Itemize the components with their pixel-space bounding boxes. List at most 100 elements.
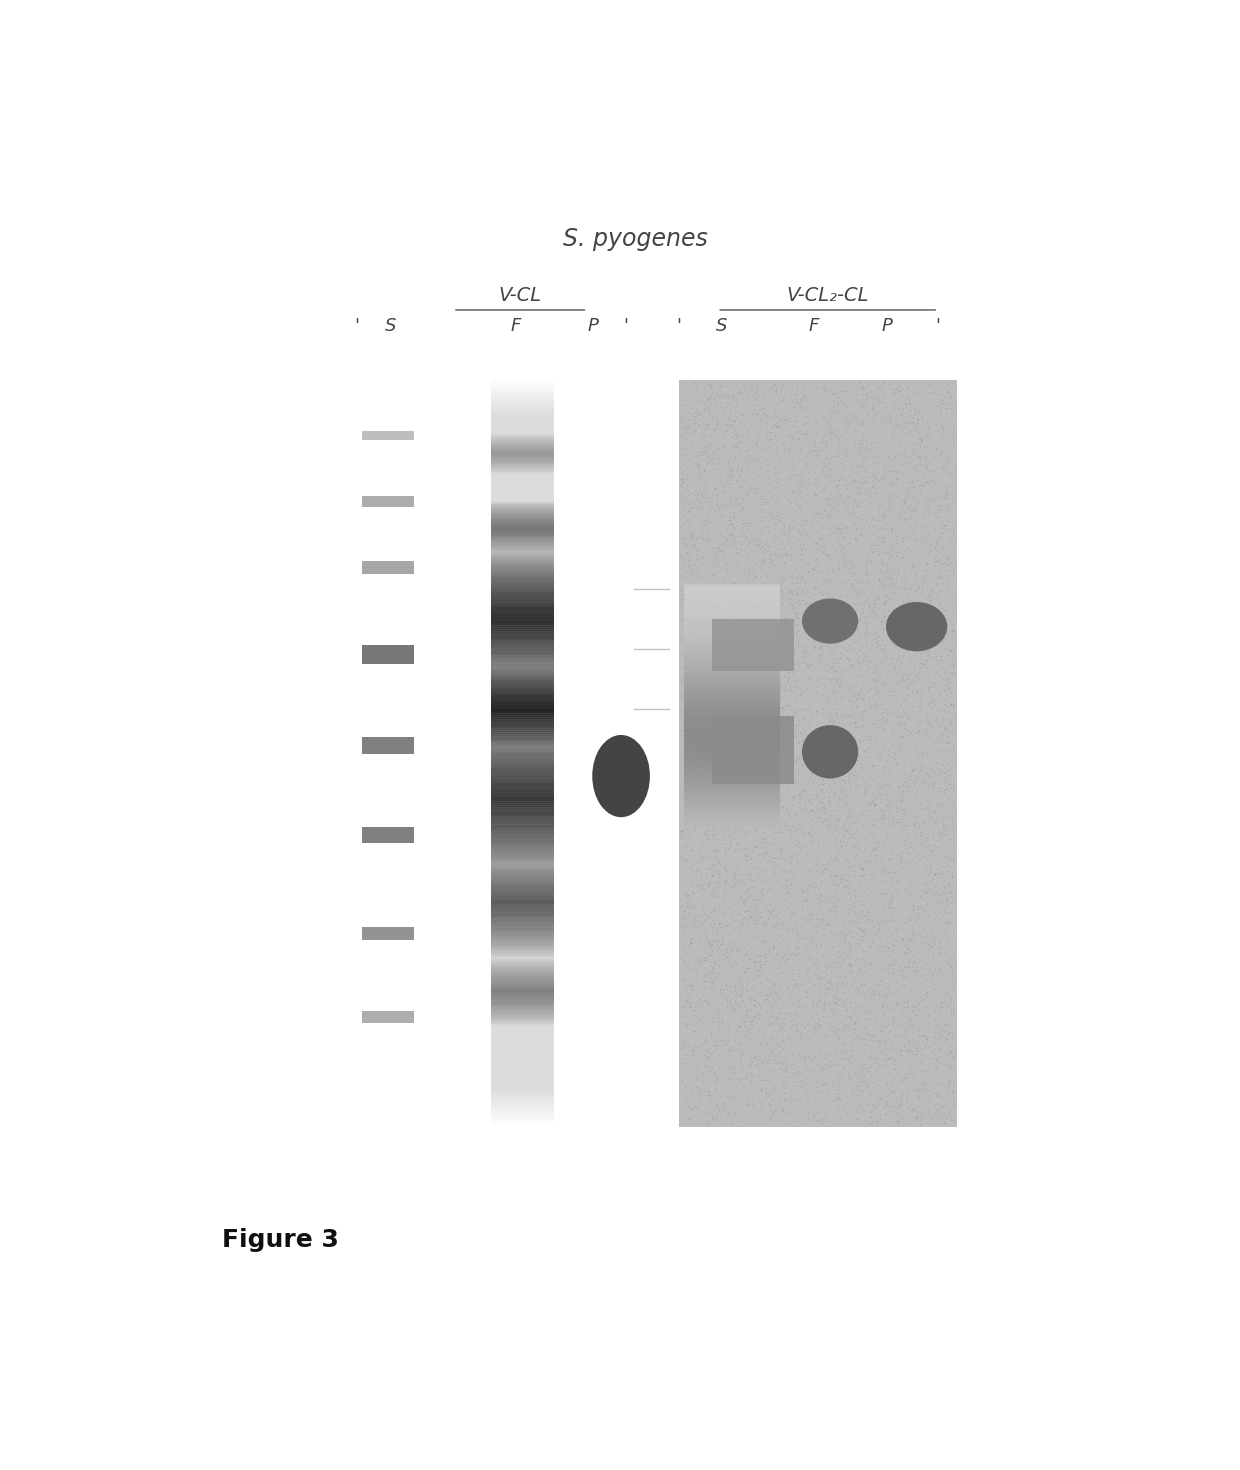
Bar (683, 750, 780, 754)
Point (893, 944, 913, 967)
Point (905, 766, 925, 789)
Point (761, 970, 781, 994)
Bar (491, 948, 554, 951)
Point (812, 697, 832, 720)
Point (825, 469, 844, 492)
Point (892, 495, 911, 519)
Point (914, 566, 934, 589)
Point (737, 757, 756, 781)
Point (717, 707, 737, 731)
Point (925, 1026, 945, 1050)
Point (941, 956, 961, 979)
Point (867, 747, 887, 770)
Point (686, 994, 706, 1017)
Point (724, 717, 744, 741)
Point (817, 667, 837, 691)
Point (864, 867, 884, 891)
Point (930, 788, 950, 811)
Point (677, 848, 697, 872)
Point (746, 1008, 766, 1032)
Point (795, 867, 815, 891)
Point (897, 756, 916, 779)
Point (833, 1011, 853, 1035)
Point (888, 1025, 908, 1048)
Point (706, 478, 725, 501)
Point (691, 498, 711, 522)
Point (826, 1032, 846, 1055)
Point (779, 709, 799, 732)
Point (691, 506, 711, 529)
Point (908, 601, 928, 625)
Point (801, 985, 821, 1008)
Point (763, 970, 782, 994)
Point (859, 958, 879, 982)
Point (916, 945, 936, 969)
Point (928, 836, 947, 860)
Point (859, 953, 879, 976)
Point (696, 864, 715, 888)
Point (800, 553, 820, 576)
Point (748, 907, 768, 931)
Point (874, 745, 894, 769)
Point (934, 1064, 954, 1088)
Point (702, 933, 722, 957)
Point (746, 432, 766, 456)
Point (827, 814, 847, 838)
Point (821, 898, 841, 922)
Point (931, 791, 951, 814)
Point (751, 423, 771, 447)
Point (820, 892, 839, 916)
Point (711, 776, 730, 800)
Point (737, 809, 756, 832)
Point (774, 370, 794, 394)
Point (718, 1039, 738, 1063)
Point (837, 998, 857, 1022)
Point (910, 817, 930, 841)
Point (687, 400, 707, 423)
Point (743, 394, 763, 417)
Point (942, 619, 962, 642)
Point (810, 562, 830, 585)
Point (843, 1082, 863, 1105)
Point (797, 654, 817, 678)
Point (797, 639, 817, 663)
Point (861, 1089, 880, 1113)
Point (936, 891, 956, 914)
Point (771, 582, 791, 606)
Point (861, 600, 880, 623)
Point (796, 384, 816, 407)
Point (802, 944, 822, 967)
Point (832, 1032, 852, 1055)
Point (719, 878, 739, 901)
Point (842, 572, 862, 595)
Point (944, 1045, 963, 1069)
Point (728, 457, 748, 481)
Point (822, 576, 842, 600)
Point (893, 419, 913, 442)
Point (806, 700, 826, 723)
Point (790, 782, 810, 806)
Point (895, 995, 915, 1019)
Point (875, 647, 895, 670)
Point (701, 376, 720, 400)
Point (730, 823, 750, 847)
Point (732, 607, 751, 631)
Point (903, 1079, 923, 1102)
Text: S: S (717, 318, 728, 335)
Point (810, 1013, 830, 1036)
Point (935, 941, 955, 964)
Point (672, 442, 692, 466)
Point (713, 606, 733, 629)
Point (885, 1098, 905, 1122)
Point (740, 756, 760, 779)
Point (688, 751, 708, 775)
Point (932, 944, 952, 967)
Point (858, 813, 878, 836)
Point (936, 517, 956, 541)
Bar (683, 729, 780, 734)
Point (848, 869, 868, 892)
Point (820, 888, 839, 911)
Point (841, 951, 861, 975)
Point (811, 860, 831, 883)
Point (740, 587, 760, 610)
